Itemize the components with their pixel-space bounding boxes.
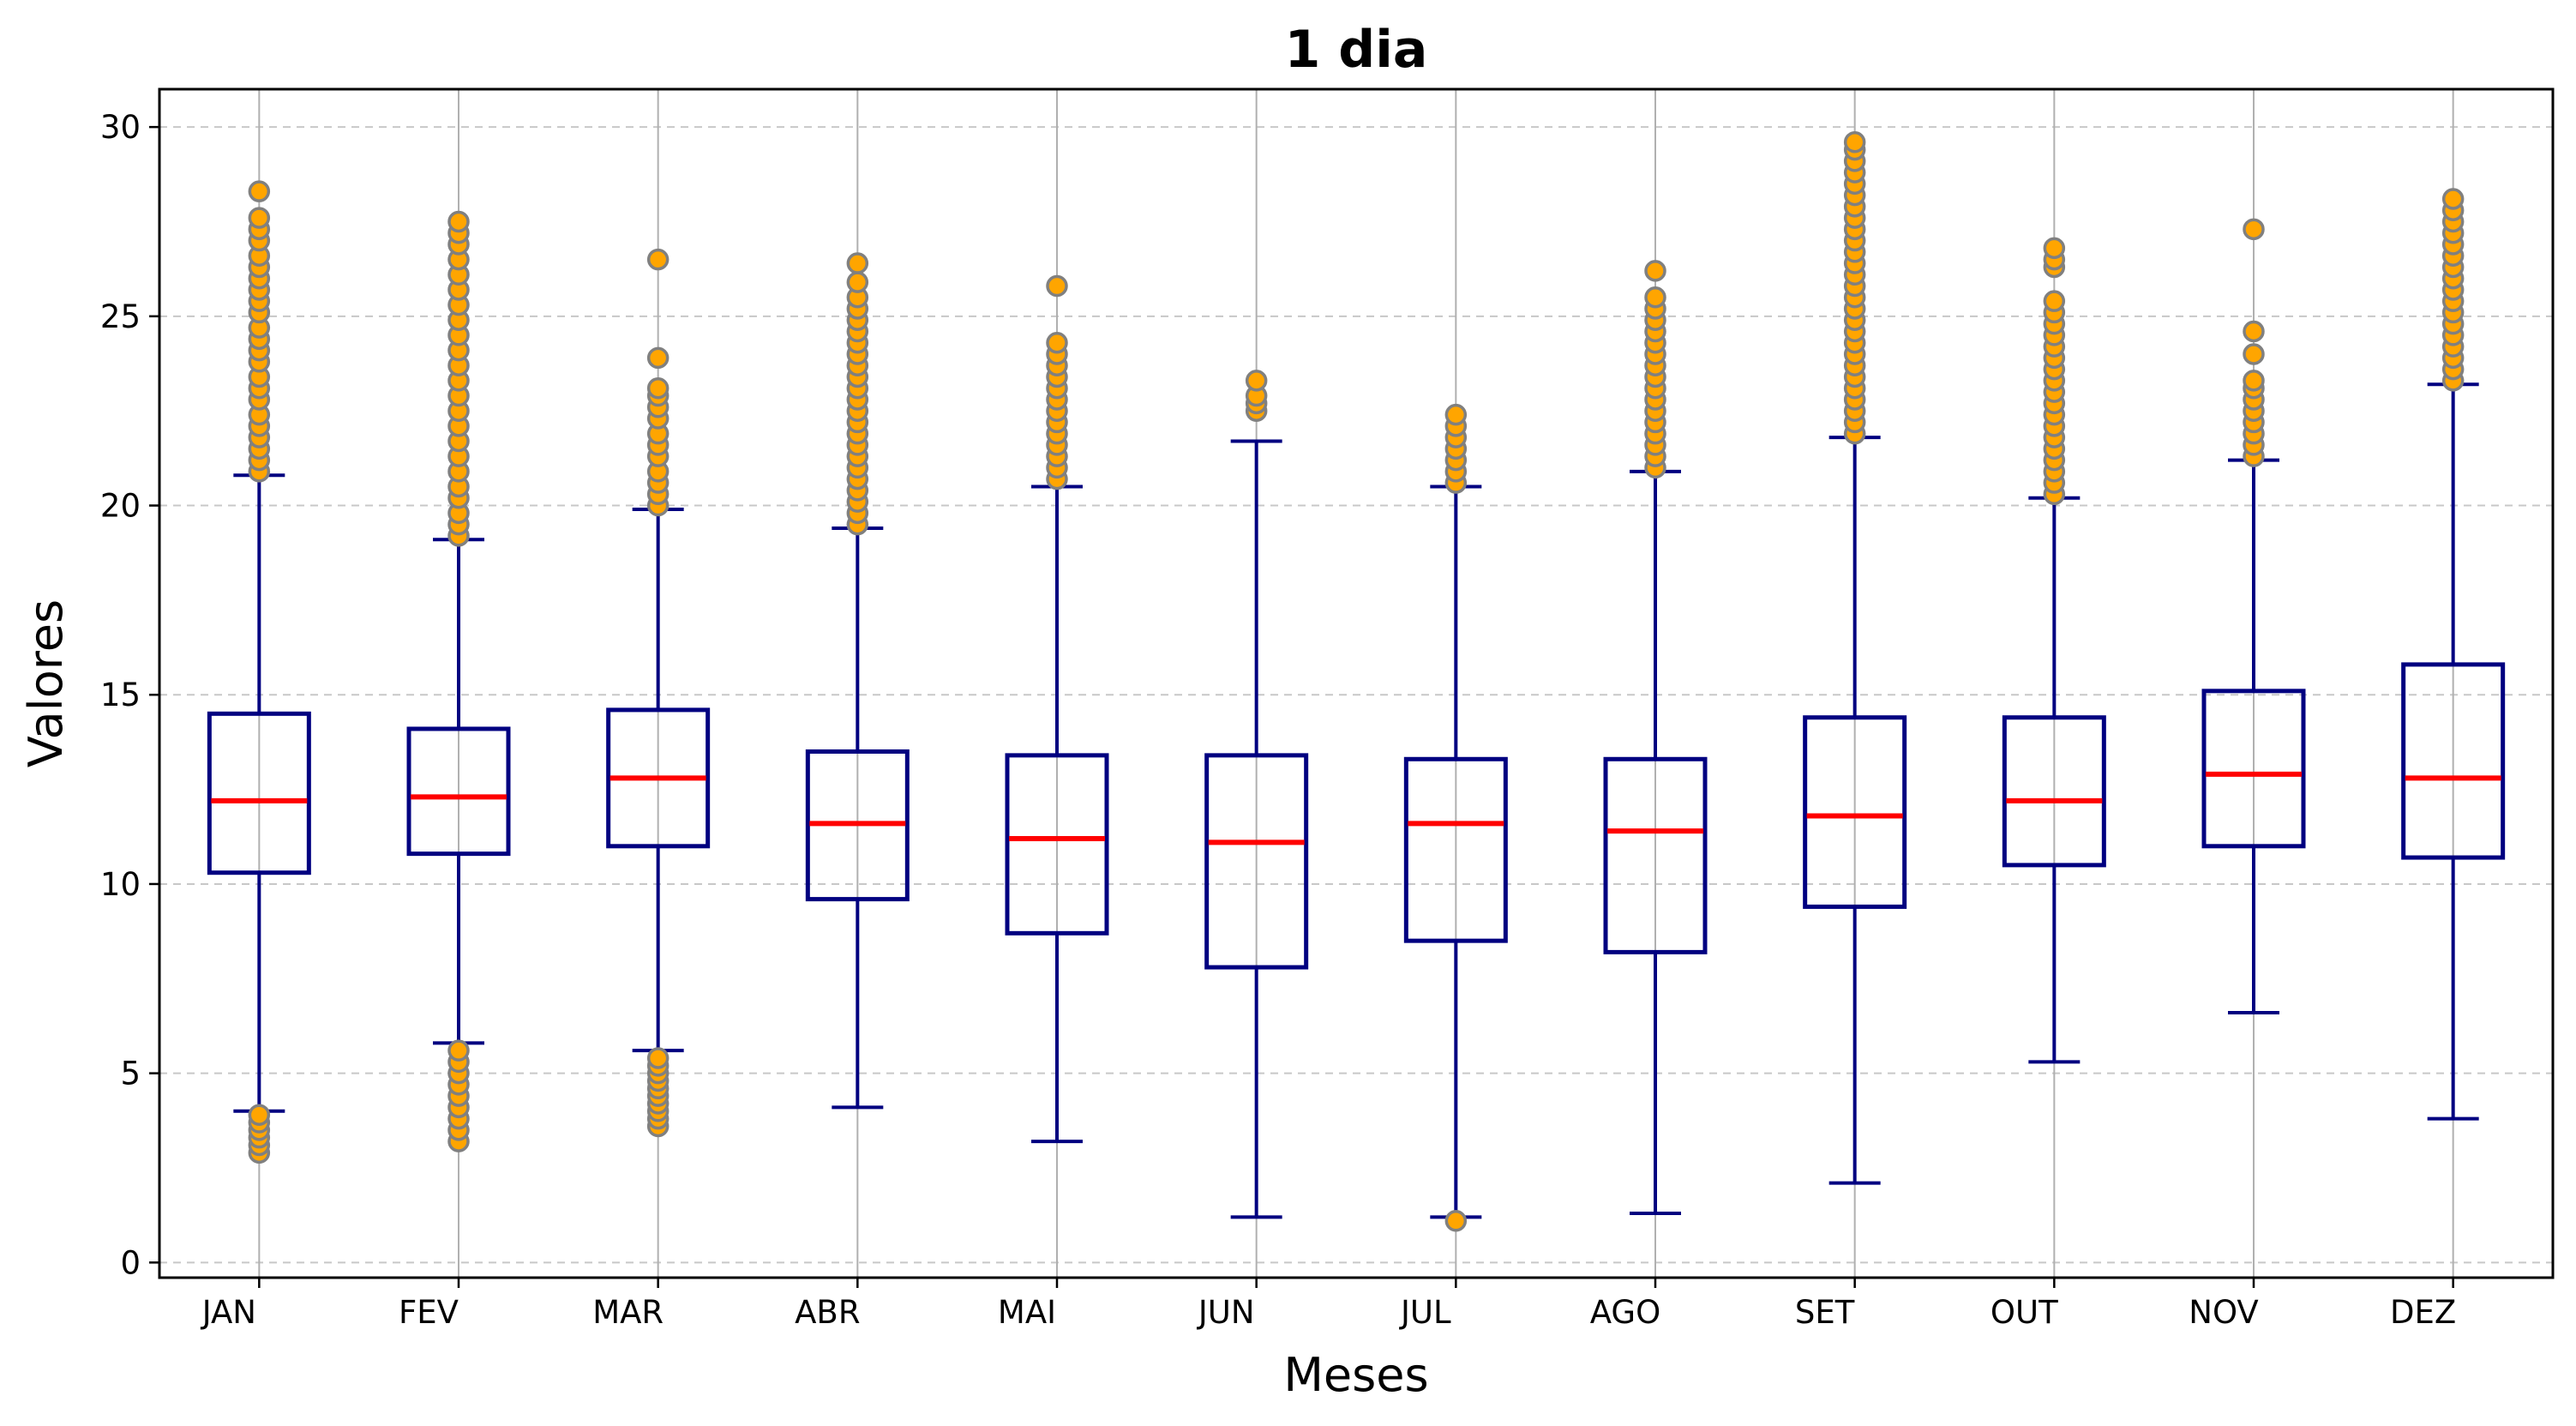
box-jan <box>207 711 311 875</box>
x-tick-label: JAN <box>201 1294 256 1331</box>
y-axis-label: Valores <box>19 599 73 767</box>
chart-title: 1 dia <box>1285 20 1428 80</box>
y-tick-label: 20 <box>100 488 141 525</box>
x-tick-label: SET <box>1795 1294 1855 1331</box>
box-dez <box>2401 662 2506 860</box>
y-tick-label: 30 <box>100 109 141 146</box>
box-jun <box>1204 753 1309 970</box>
box-mai <box>1005 753 1109 936</box>
box-ago <box>1603 756 1708 954</box>
outlier-point-nov <box>2243 370 2265 392</box>
x-tick-label: FEV <box>399 1294 459 1331</box>
tick-layer: 0 5 10 15 20 25 30 JAN FEV MAR ABR MAI JUN JUL AGO SET O… <box>100 109 2456 1331</box>
outlier-point-fev <box>447 1039 470 1062</box>
x-tick-label: NOV <box>2189 1294 2258 1331</box>
x-tick-label: MAR <box>592 1294 664 1331</box>
x-tick-label: JUL <box>1399 1294 1451 1331</box>
x-tick-label: MAI <box>998 1294 1056 1331</box>
outlier-point-set <box>1843 131 1866 153</box>
outlier-point-jan <box>248 1104 271 1126</box>
outlier-point-nov <box>2243 320 2265 343</box>
plot-frame <box>158 87 2555 1279</box>
x-tick-label: JUN <box>1197 1294 1255 1331</box>
outlier-point-jan <box>248 180 271 202</box>
box-fev <box>406 726 511 857</box>
outlier-point-mar <box>646 376 670 400</box>
box-nov <box>2201 689 2306 849</box>
outlier-point-mai <box>1046 331 1068 354</box>
box-abr <box>805 749 910 902</box>
box-set <box>1803 715 1907 909</box>
outlier-point-dez <box>2441 188 2465 210</box>
x-tick-label: AGO <box>1590 1294 1660 1331</box>
outlier-point-jan <box>248 207 271 229</box>
x-tick-label: ABR <box>795 1294 860 1331</box>
x-tick-label: DEZ <box>2390 1294 2456 1331</box>
y-tick-label: 25 <box>100 298 141 335</box>
outlier-point-nov <box>2243 218 2265 241</box>
box-mar <box>606 707 711 849</box>
y-tick-label: 5 <box>120 1056 141 1092</box>
outlier-point-mar <box>646 346 670 370</box>
x-axis-label: Meses <box>1283 1348 1428 1402</box>
outlier-point-mai <box>1046 274 1068 298</box>
outlier-point-mar <box>646 248 670 271</box>
outlier-point-out <box>2043 290 2066 312</box>
outlier-point-jun <box>1245 370 1268 392</box>
x-tick-label: OUT <box>1991 1294 2058 1331</box>
outlier-point-fev <box>447 210 470 233</box>
y-tick-label: 0 <box>120 1244 141 1281</box>
outlier-point-mar <box>646 1047 670 1069</box>
outlier-point-jul <box>1444 1210 1468 1232</box>
outlier-point-abr <box>846 252 869 274</box>
outlier-point-nov <box>2243 343 2265 365</box>
outlier-point-ago <box>1644 286 1666 309</box>
flier-layer <box>248 131 2465 1232</box>
outlier-point-ago <box>1644 260 1666 282</box>
y-tick-label: 15 <box>100 677 141 713</box>
y-tick-label: 10 <box>100 866 141 903</box>
outlier-point-jul <box>1444 403 1468 426</box>
box-out <box>2002 715 2106 868</box>
outlier-point-abr <box>846 271 869 293</box>
box-jul <box>1403 756 1508 943</box>
box-layer <box>207 382 2506 1219</box>
outlier-point-out <box>2043 237 2066 260</box>
